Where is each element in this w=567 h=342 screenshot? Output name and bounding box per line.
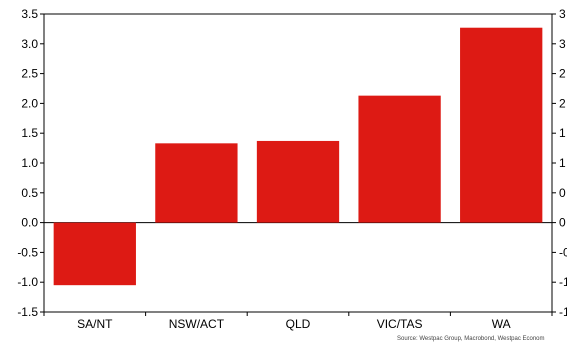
bar-qld xyxy=(256,140,340,223)
y-tick-label: -1.0 xyxy=(17,275,38,289)
x-tick-label: SA/NT xyxy=(77,317,113,331)
x-tick-label: NSW/ACT xyxy=(169,317,225,331)
y-tick-label: 1.5 xyxy=(21,126,38,140)
y-tick-label-right: 0 xyxy=(559,186,566,200)
y-tick-label: 2.0 xyxy=(21,96,38,110)
x-tick-label: QLD xyxy=(286,317,311,331)
x-tick-label: WA xyxy=(492,317,511,331)
x-tick-label: VIC/TAS xyxy=(377,317,423,331)
y-tick-label-right: -0 xyxy=(559,245,567,259)
source-note: Source: Westpac Group, Macrobond, Westpa… xyxy=(397,336,545,342)
bar-nsw-act xyxy=(155,143,238,223)
y-tick-label: 1.0 xyxy=(21,156,38,170)
y-tick-label-right: -1 xyxy=(559,275,567,289)
bar-vic-tas xyxy=(358,95,441,223)
y-tick-label-right: -1 xyxy=(559,305,567,319)
bar-wa xyxy=(460,27,543,223)
y-tick-label: -1.5 xyxy=(17,305,38,319)
y-tick-label-right: 2 xyxy=(559,67,566,81)
y-tick-label: 0.5 xyxy=(21,186,38,200)
y-tick-label-right: 3 xyxy=(559,37,566,51)
y-tick-label: 3.0 xyxy=(21,37,38,51)
y-tick-label: 0.0 xyxy=(21,216,38,230)
bar-sa-nt xyxy=(53,222,136,286)
y-tick-label: 3.5 xyxy=(21,7,38,21)
y-tick-label: -0.5 xyxy=(17,245,38,259)
y-tick-label-right: 2 xyxy=(559,96,566,110)
y-tick-label: 2.5 xyxy=(21,67,38,81)
y-tick-label-right: 3 xyxy=(559,7,566,21)
y-tick-label-right: 0 xyxy=(559,216,566,230)
y-tick-label-right: 1 xyxy=(559,126,566,140)
y-tick-label-right: 1 xyxy=(559,156,566,170)
